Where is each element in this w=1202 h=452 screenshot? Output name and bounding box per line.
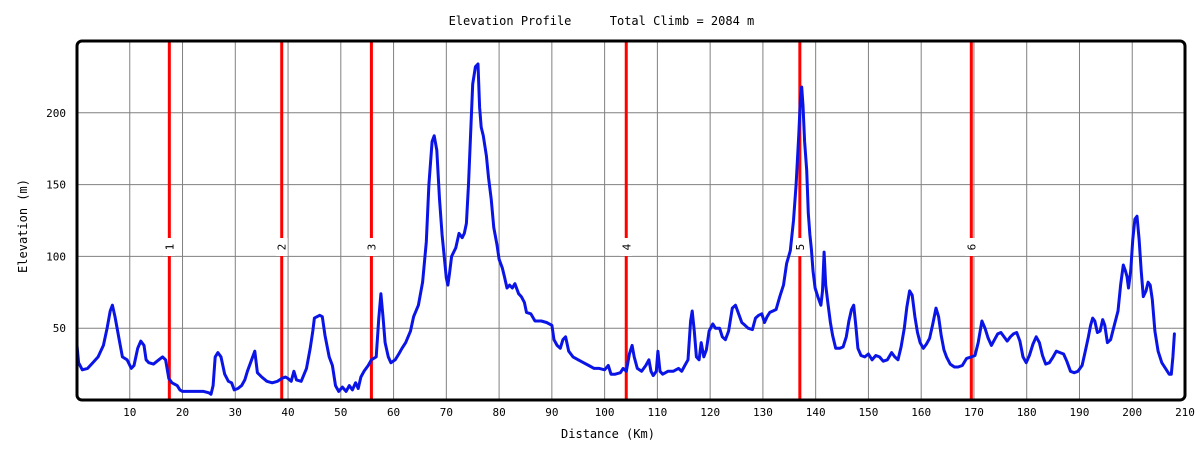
x-tick-label: 120 [700, 406, 720, 419]
x-tick-label: 100 [595, 406, 615, 419]
marker-label-bg [620, 238, 633, 256]
marker-label-bg [163, 238, 176, 256]
segment-marker: 2 [275, 41, 289, 400]
y-tick-label: 200 [46, 107, 66, 120]
x-tick-label: 170 [964, 406, 984, 419]
elevation-line [75, 62, 1176, 396]
x-tick-label: 140 [806, 406, 826, 419]
chart-title: Elevation Profile [449, 14, 572, 28]
x-tick-label: 150 [858, 406, 878, 419]
marker-label: 2 [276, 244, 289, 251]
segment-marker: 4 [620, 41, 633, 400]
x-tick-label: 50 [334, 406, 347, 419]
x-tick-label: 60 [387, 406, 400, 419]
marker-label-bg [275, 238, 288, 256]
x-tick-label: 210 [1175, 406, 1195, 419]
x-tick-label: 190 [1070, 406, 1090, 419]
grid-lines [77, 41, 1185, 400]
marker-label: 3 [365, 244, 378, 251]
segment-marker: 3 [365, 41, 378, 400]
series-layer [75, 62, 1176, 396]
x-tick-label: 90 [545, 406, 558, 419]
axis-ticks: 10 20 30 40 50 60 70 80 90 100 110 120 130 140 150 160 1… [46, 107, 1195, 419]
x-tick-label: 20 [176, 406, 189, 419]
x-tick-label: 40 [281, 406, 294, 419]
y-tick-label: 150 [46, 179, 66, 192]
x-axis-label: Distance (Km) [561, 427, 655, 441]
marker-label: 5 [794, 244, 807, 251]
x-tick-label: 70 [440, 406, 453, 419]
marker-label: 6 [965, 244, 978, 251]
y-tick-label: 100 [46, 250, 66, 263]
x-tick-label: 110 [647, 406, 667, 419]
plot-frame [75, 39, 1187, 402]
x-tick-label: 10 [123, 406, 136, 419]
x-tick-label: 80 [492, 406, 505, 419]
y-tick-label: 50 [53, 322, 66, 335]
marker-label-bg [365, 238, 378, 256]
marker-label-bg [793, 238, 806, 256]
segment-markers: 1 2 3 4 5 6 [163, 41, 978, 400]
x-tick-label: 180 [1017, 406, 1037, 419]
x-tick-label: 200 [1122, 406, 1142, 419]
x-tick-label: 30 [229, 406, 242, 419]
segment-marker: 6 [965, 41, 978, 400]
marker-label-bg [965, 238, 978, 256]
marker-label: 1 [163, 244, 176, 251]
y-axis-label: Elevation (m) [16, 179, 30, 273]
x-tick-label: 160 [911, 406, 931, 419]
segment-marker: 1 [163, 41, 176, 400]
x-tick-label: 130 [753, 406, 773, 419]
marker-label: 4 [620, 243, 633, 250]
total-climb-label: Total Climb = 2084 m [610, 14, 755, 28]
